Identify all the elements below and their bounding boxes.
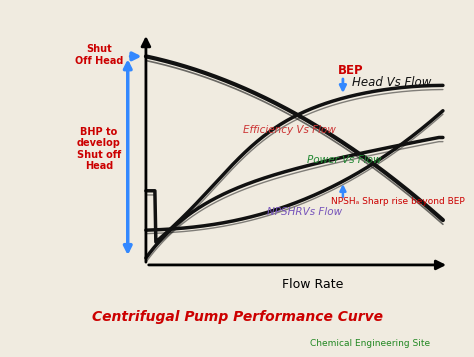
Text: Flow Rate: Flow Rate [282,278,343,291]
Text: NPSHₐ Sharp rise beyond BEP: NPSHₐ Sharp rise beyond BEP [331,197,465,206]
Text: BEP: BEP [338,64,364,77]
Text: BHP to
develop
Shut off
Head: BHP to develop Shut off Head [77,127,121,171]
Text: Centrifugal Pump Performance Curve: Centrifugal Pump Performance Curve [91,310,383,324]
Text: Power Vs Flow: Power Vs Flow [307,155,381,165]
Text: NPSHRVs Flow: NPSHRVs Flow [267,207,342,217]
Text: Shut
Off Head: Shut Off Head [75,44,123,66]
Text: Chemical Engineering Site: Chemical Engineering Site [310,339,430,348]
Text: Head Vs Flow: Head Vs Flow [352,76,431,90]
Text: Efficiency Vs Flow: Efficiency Vs Flow [243,125,336,135]
